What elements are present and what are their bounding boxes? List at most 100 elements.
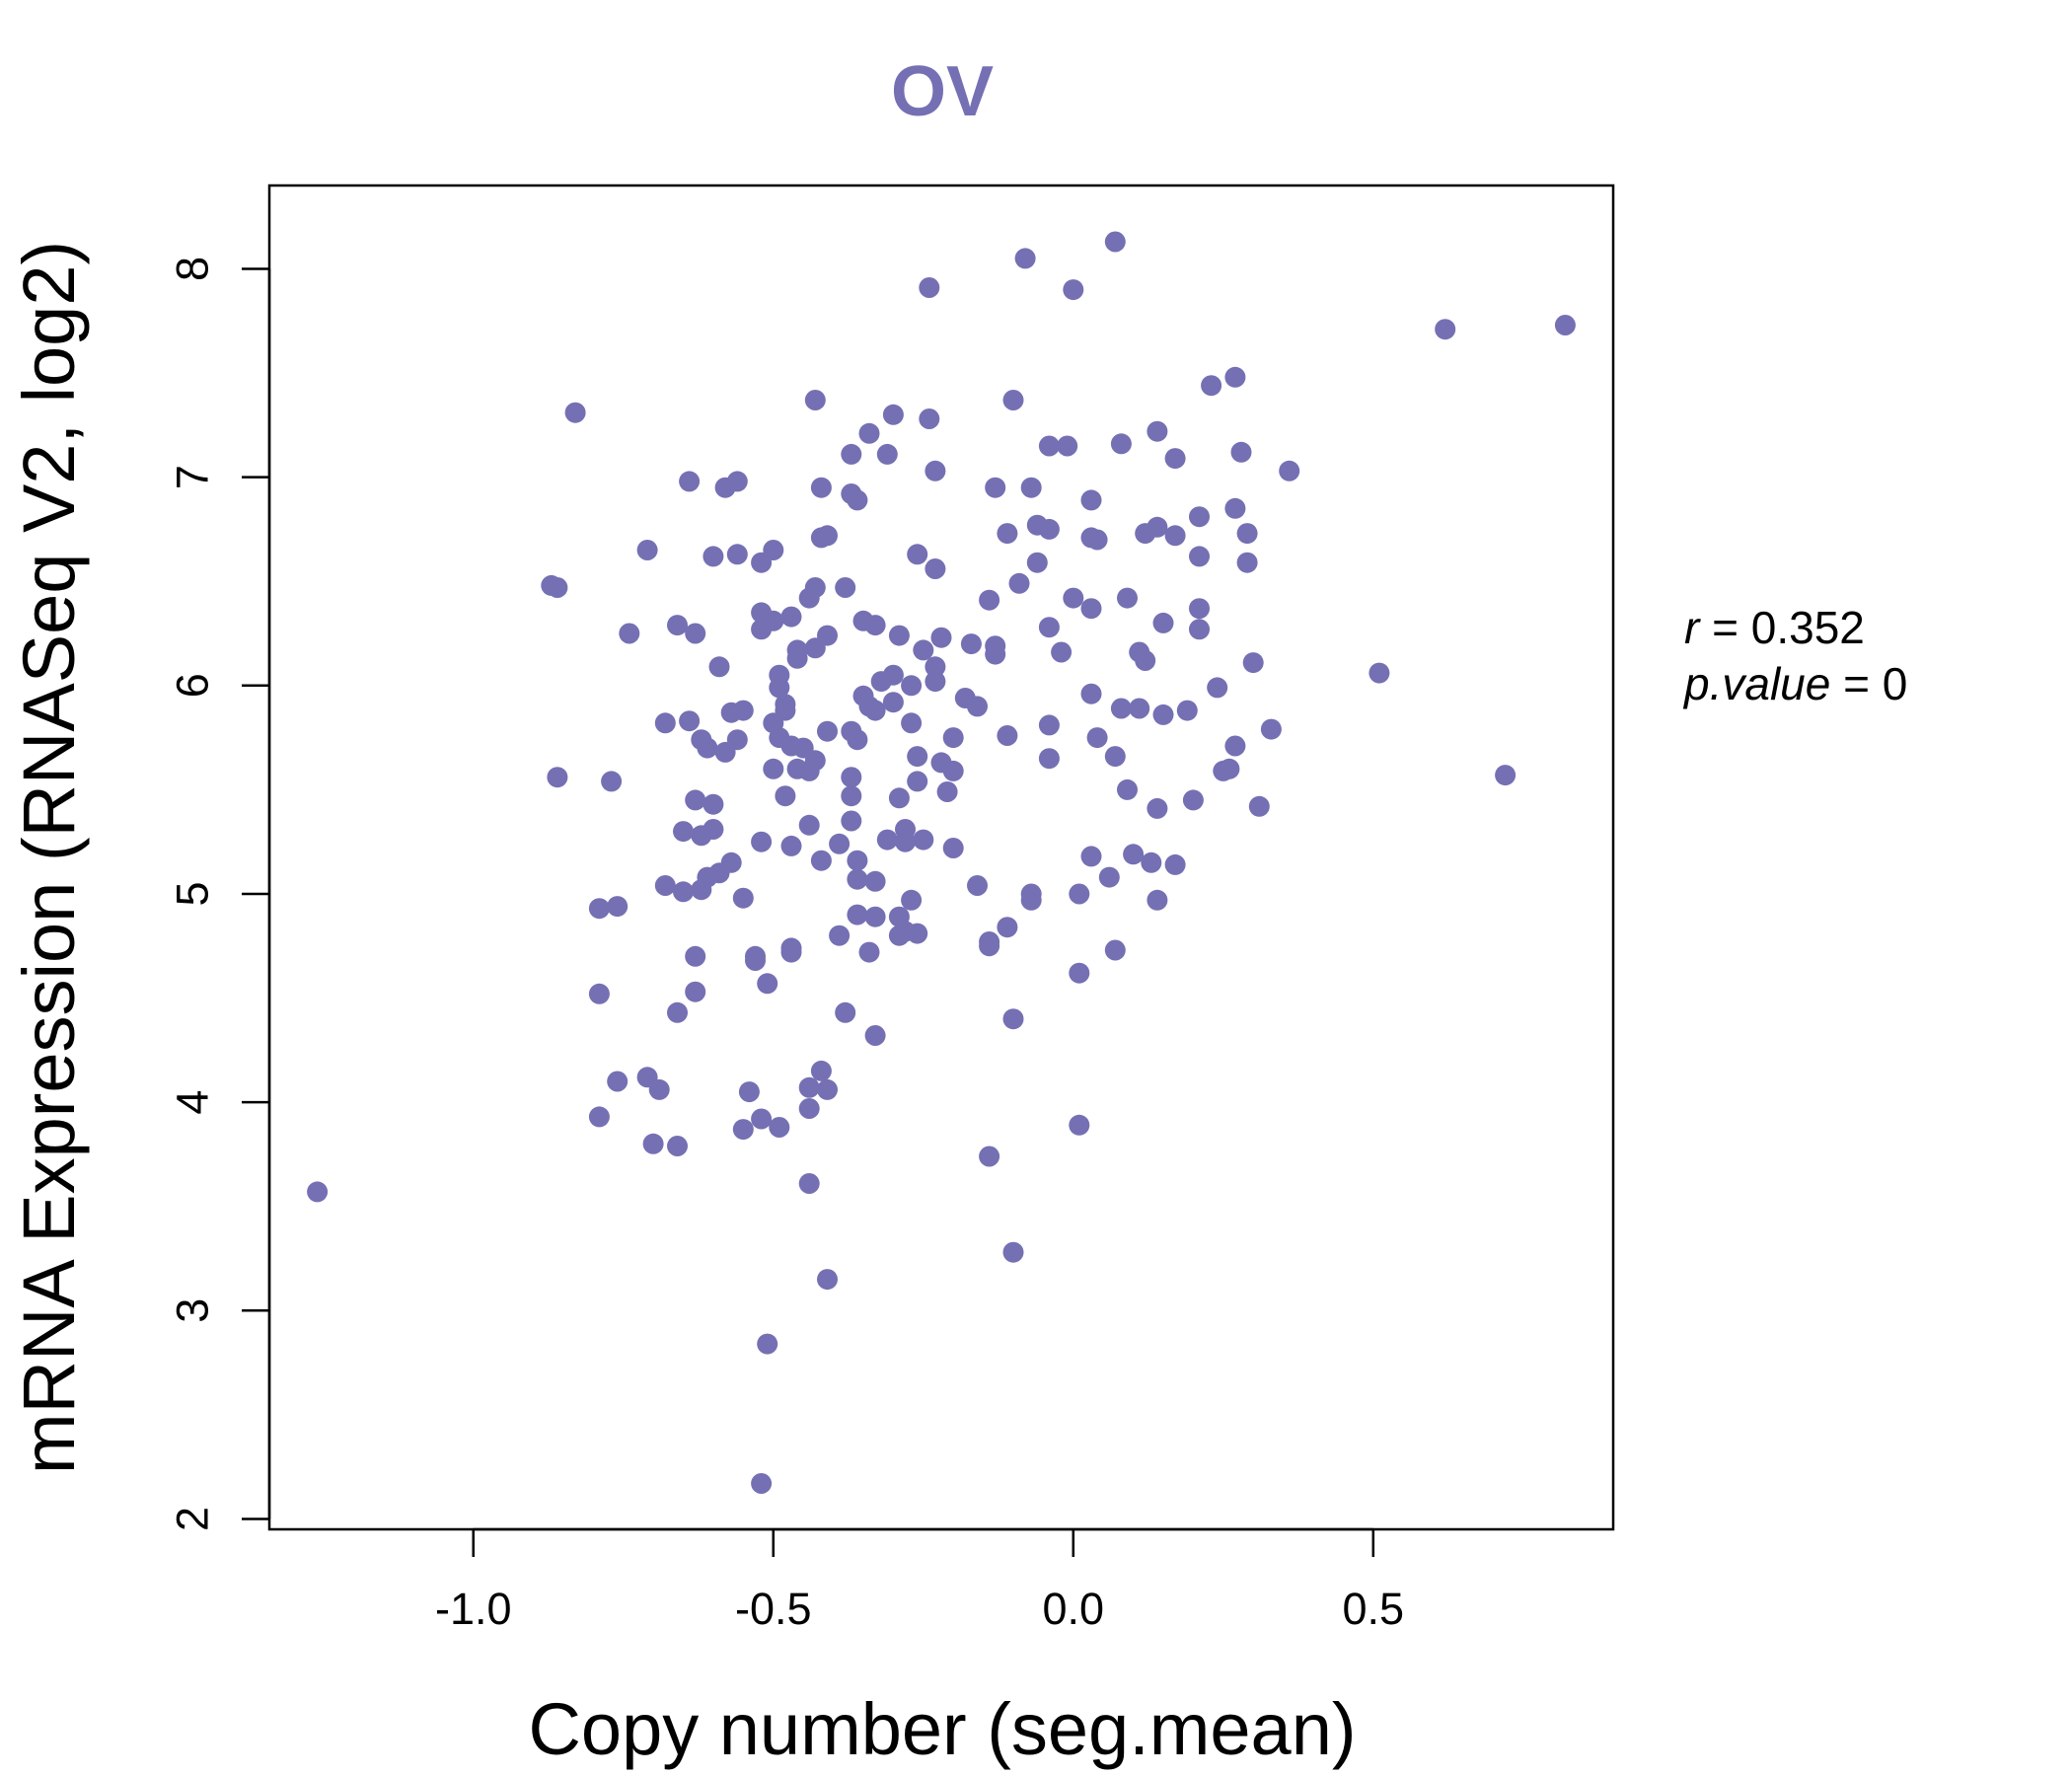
data-point [1080,598,1102,620]
data-point [847,850,868,871]
data-point [1123,844,1145,865]
data-point [732,700,754,721]
data-point [667,1001,688,1023]
data-point [1002,1008,1024,1030]
y-tick-label: 3 [168,1298,218,1323]
data-point [1098,866,1120,888]
data-point [804,637,826,659]
data-point [942,838,964,858]
data-point [307,1181,329,1203]
data-point [1189,598,1210,620]
data-point [667,1136,688,1156]
data-point [786,647,808,669]
data-point [1104,746,1126,768]
data-point [817,720,838,742]
data-point [732,1119,754,1141]
data-point [1020,883,1042,905]
y-axis-title: mRNA Expression (RNASeq V2, log2) [8,241,90,1474]
plot-frame [267,184,1615,1531]
data-point [780,941,802,963]
data-point [847,868,868,890]
y-tick-label: 5 [168,881,218,906]
data-point [1147,889,1168,911]
data-point [1164,853,1186,875]
data-point [1069,883,1090,905]
r-equals: = [1712,602,1739,653]
data-point [1038,518,1060,540]
data-point [1147,516,1168,538]
data-point [726,544,748,565]
data-point [1038,435,1060,457]
data-point [1230,441,1252,463]
data-point [1069,962,1090,984]
y-tick-label: 7 [168,465,218,489]
data-point [1141,851,1162,873]
data-point [751,1108,773,1130]
data-point [810,1060,832,1081]
data-point [925,558,946,579]
data-point [979,589,1000,611]
data-point [888,625,910,646]
data-point [1189,619,1210,640]
data-point [930,627,952,648]
data-point [1242,652,1264,674]
data-point [798,1076,820,1098]
data-point [907,544,928,565]
data-point [1248,795,1270,817]
data-point [1080,683,1102,704]
data-point [679,471,701,492]
data-point [654,712,676,734]
data-point [841,785,862,807]
data-point [864,1025,886,1046]
data-point [876,443,898,465]
y-axis: 2 3 4 5 6 7 8 [168,257,271,1531]
data-point [1219,758,1240,779]
data-point [1435,319,1456,340]
data-point [1164,525,1186,547]
data-point [1189,506,1210,528]
data-point [1135,650,1156,671]
data-point [919,408,940,429]
data-point [1164,448,1186,470]
p-equals: = [1843,658,1870,709]
data-point [588,898,610,920]
y-tick-label: 2 [168,1507,218,1531]
data-point [648,1078,670,1100]
data-point [1236,523,1258,545]
data-point [925,460,946,481]
data-point [979,1146,1000,1167]
data-point [810,850,832,871]
data-point [1147,420,1168,442]
data-point [967,875,988,896]
data-point [745,950,766,971]
data-point [1224,366,1246,388]
data-point [985,477,1006,498]
data-point [1086,529,1108,551]
data-point [817,525,838,547]
data-point [870,671,892,693]
data-point [564,402,586,423]
data-point [1104,939,1126,961]
y-tick-label: 8 [168,257,218,281]
data-point [1086,727,1108,749]
data-point [607,1071,629,1092]
data-point [847,904,868,925]
data-point [1057,435,1078,457]
data-point [1279,460,1300,481]
data-point [1069,1114,1090,1136]
data-point [1063,279,1084,301]
data-point [1110,433,1132,455]
data-point [901,712,923,734]
data-point [607,896,629,918]
data-point [817,1078,838,1100]
data-point [798,760,820,781]
x-axis-title: Copy number (seg.mean) [528,1688,1356,1770]
data-point [804,577,826,598]
p-label: p.value [1682,658,1830,709]
x-tick-label: 0.0 [1042,1584,1104,1634]
data-point [942,760,964,781]
data-point [888,787,910,809]
data-point [763,540,784,560]
x-tick-label: 0.5 [1343,1584,1405,1634]
